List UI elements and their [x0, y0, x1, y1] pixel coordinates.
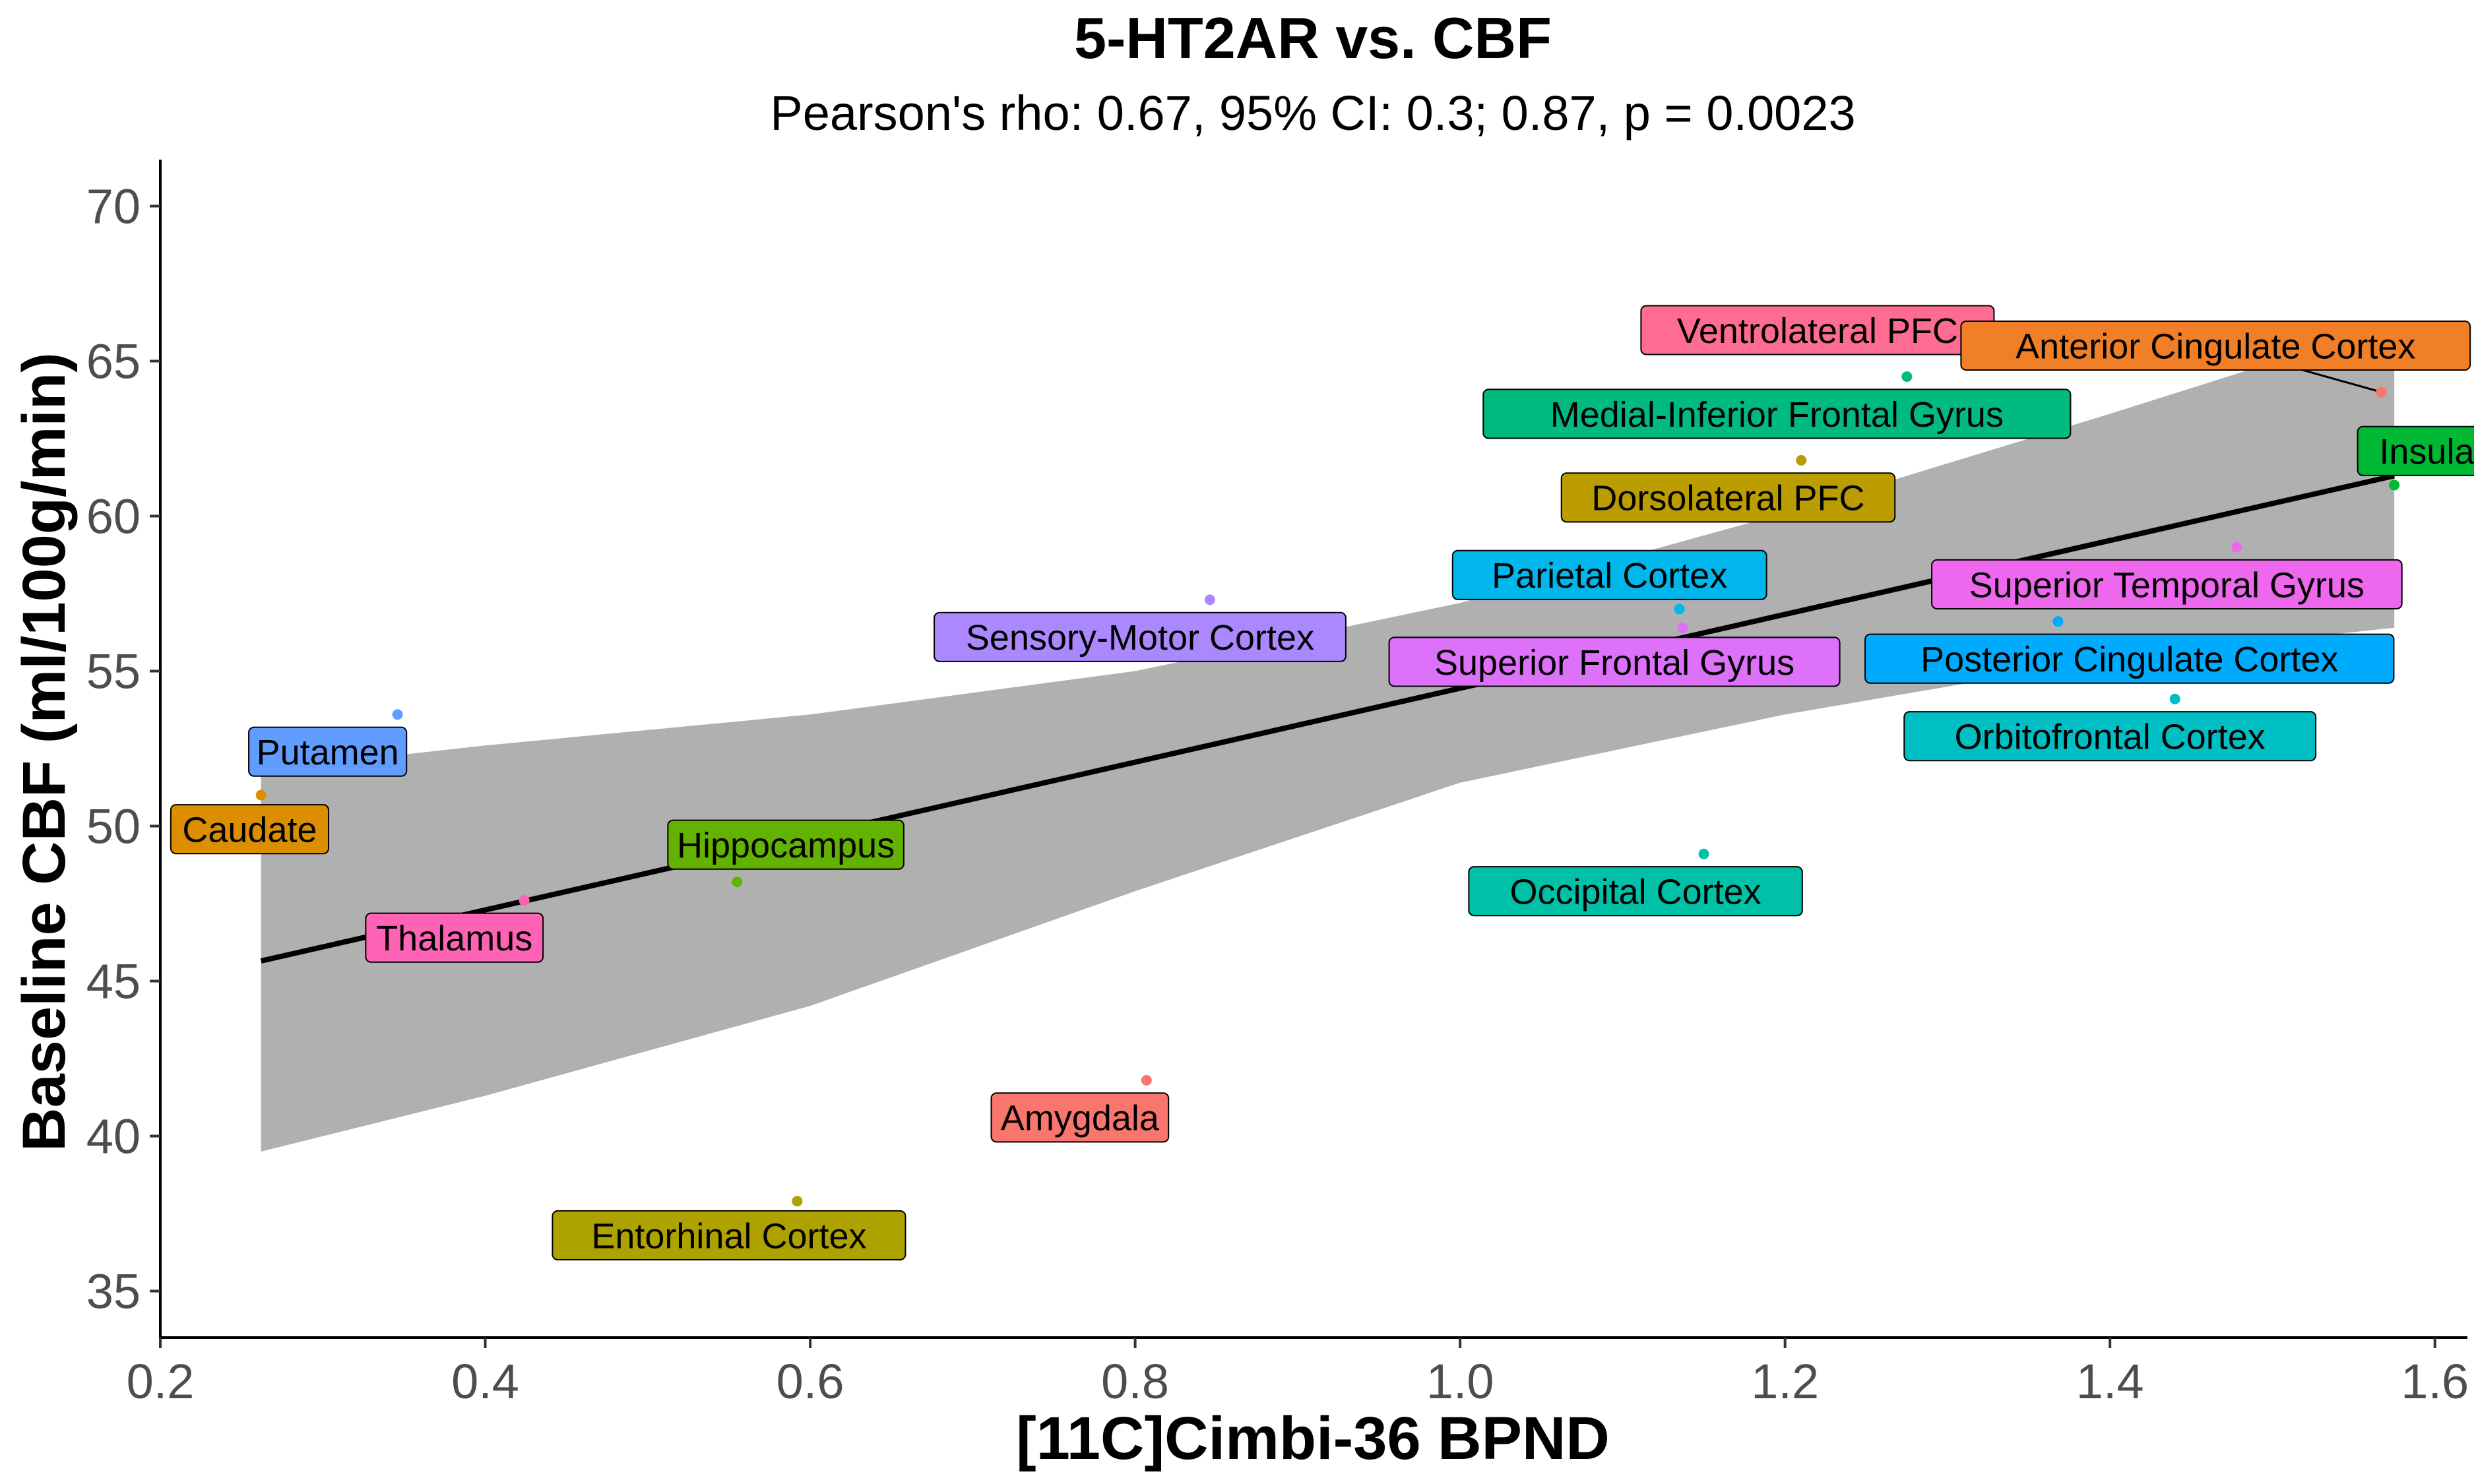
- point-label: Putamen: [248, 726, 408, 777]
- data-point: [1698, 848, 1709, 859]
- point-label-box: [1451, 549, 1767, 600]
- point-label-text: Sensory-Motor Cortex: [966, 618, 1314, 658]
- point-label: Amygdala: [990, 1092, 1170, 1143]
- data-point: [1901, 371, 1913, 382]
- data-point: [255, 789, 267, 801]
- y-tick-label: 70: [86, 179, 141, 234]
- data-point: [2376, 386, 2387, 398]
- point-label-box: [667, 819, 904, 870]
- x-axis-title: [11C]Cimbi-36 BPND: [1016, 1405, 1610, 1472]
- point-label-box: [1560, 472, 1896, 523]
- axes: 0.2 0.4 0.6 0.8 1.0 1.2 1.4 1.6 35 40 45 50 55 60 65 70: [86, 160, 2469, 1409]
- y-tick-label: 35: [86, 1264, 141, 1319]
- point-label-box: [1864, 633, 2395, 684]
- data-point: [732, 877, 743, 888]
- y-tick-label: 45: [86, 954, 141, 1009]
- point-label-box: [2357, 425, 2474, 476]
- point-label-text: Thalamus: [376, 919, 532, 958]
- y-tick-label: 55: [86, 644, 141, 699]
- fit-line: [260, 473, 2395, 964]
- point-label-text: Posterior Cingulate Cortex: [1920, 640, 2338, 679]
- point-label-text: Ventrolateral PFC: [1677, 311, 1958, 351]
- point-label-text: Putamen: [257, 733, 399, 772]
- point-label: Dorsolateral PFC: [1560, 472, 1896, 523]
- point-label-text: Dorsolateral PFC: [1591, 479, 1864, 518]
- point-label: Superior Frontal Gyrus: [1388, 636, 1841, 687]
- point-label-box: [990, 1092, 1170, 1143]
- point-label: Thalamus: [365, 912, 544, 963]
- point-label-box: [1388, 636, 1841, 687]
- data-point: [392, 709, 403, 720]
- point-label-text: Insula: [2379, 432, 2474, 472]
- data-point: [1674, 603, 1685, 615]
- data-point: [1141, 1074, 1152, 1086]
- point-label: Hippocampus: [667, 819, 904, 870]
- point-label-box: [1903, 711, 2317, 762]
- point-label-box: [1931, 559, 2403, 609]
- x-tick-label: 1.0: [1426, 1354, 1494, 1409]
- point-label-text: Superior Frontal Gyrus: [1434, 643, 1794, 683]
- point-label-text: Orbitofrontal Cortex: [1955, 718, 2266, 757]
- point-label-box: [248, 726, 408, 777]
- point-label-box: [1468, 866, 1803, 917]
- chart-title: 5-HT2AR vs. CBF: [1074, 5, 1552, 71]
- point-label: Anterior Cingulate Cortex: [1960, 320, 2471, 371]
- point-label-box: [1482, 388, 2072, 439]
- point-label: Sensory-Motor Cortex: [934, 611, 1347, 662]
- data-point: [2389, 479, 2400, 491]
- x-tick-label: 1.2: [1751, 1354, 1819, 1409]
- point-label: Entorhinal Cortex: [552, 1210, 906, 1260]
- point-label: Medial-Inferior Frontal Gyrus: [1482, 388, 2072, 439]
- point-label: Posterior Cingulate Cortex: [1864, 633, 2395, 684]
- x-tick-label: 0.6: [777, 1354, 844, 1409]
- point-label: Superior Temporal Gyrus: [1931, 559, 2403, 609]
- point-label: Insula: [2357, 425, 2474, 476]
- point-labels: Ventrolateral PFC Anterior Cingulate Cort…: [170, 305, 2474, 1260]
- chart-subtitle: Pearson's rho: 0.67, 95% CI: 0.3; 0.87, …: [770, 86, 1855, 140]
- confidence-band: [261, 324, 2395, 1152]
- x-tick-label: 0.4: [451, 1354, 519, 1409]
- data-point: [519, 895, 530, 906]
- point-label-text: Anterior Cingulate Cortex: [2015, 326, 2415, 366]
- point-label-box: [365, 912, 544, 963]
- regression-line: [260, 473, 2395, 964]
- data-point: [2169, 693, 2180, 704]
- y-axis-title: Baseline CBF (ml/100g/min): [11, 352, 78, 1152]
- point-label: Parietal Cortex: [1451, 549, 1767, 600]
- point-label: Caudate: [170, 804, 330, 855]
- point-label-box: [1960, 320, 2471, 371]
- point-label-text: Parietal Cortex: [1492, 556, 1727, 596]
- point-label: Occipital Cortex: [1468, 866, 1803, 917]
- point-label-box: [552, 1210, 906, 1260]
- y-tick-label: 40: [86, 1109, 141, 1164]
- point-label-text: Occipital Cortex: [1510, 873, 1761, 912]
- data-point: [1677, 622, 1688, 633]
- x-tick-label: 0.8: [1101, 1354, 1169, 1409]
- point-label-text: Amygdala: [1001, 1099, 1160, 1138]
- point-label-box: [934, 611, 1347, 662]
- point-label-text: Caudate: [182, 811, 317, 850]
- point-label: Ventrolateral PFC: [1640, 305, 1995, 356]
- x-tick-label: 1.4: [2076, 1354, 2144, 1409]
- point-label: Orbitofrontal Cortex: [1903, 711, 2317, 762]
- point-label-text: Medial-Inferior Frontal Gyrus: [1550, 395, 2004, 435]
- data-point: [2231, 541, 2242, 553]
- point-label-text: Superior Temporal Gyrus: [1969, 565, 2364, 605]
- data-point: [1204, 594, 1215, 605]
- ci-band-area: [261, 324, 2395, 1152]
- data-point: [1796, 454, 1807, 466]
- point-label-text: Hippocampus: [677, 826, 895, 865]
- data-point: [792, 1196, 803, 1207]
- point-label-text: Entorhinal Cortex: [591, 1216, 866, 1256]
- data-point: [2052, 616, 2064, 627]
- x-tick-label: 0.2: [127, 1354, 195, 1409]
- y-tick-label: 60: [86, 489, 141, 544]
- x-tick-label: 1.6: [2401, 1354, 2469, 1409]
- y-tick-label: 50: [86, 799, 141, 854]
- y-tick-label: 65: [86, 334, 141, 389]
- point-label-box: [170, 804, 330, 855]
